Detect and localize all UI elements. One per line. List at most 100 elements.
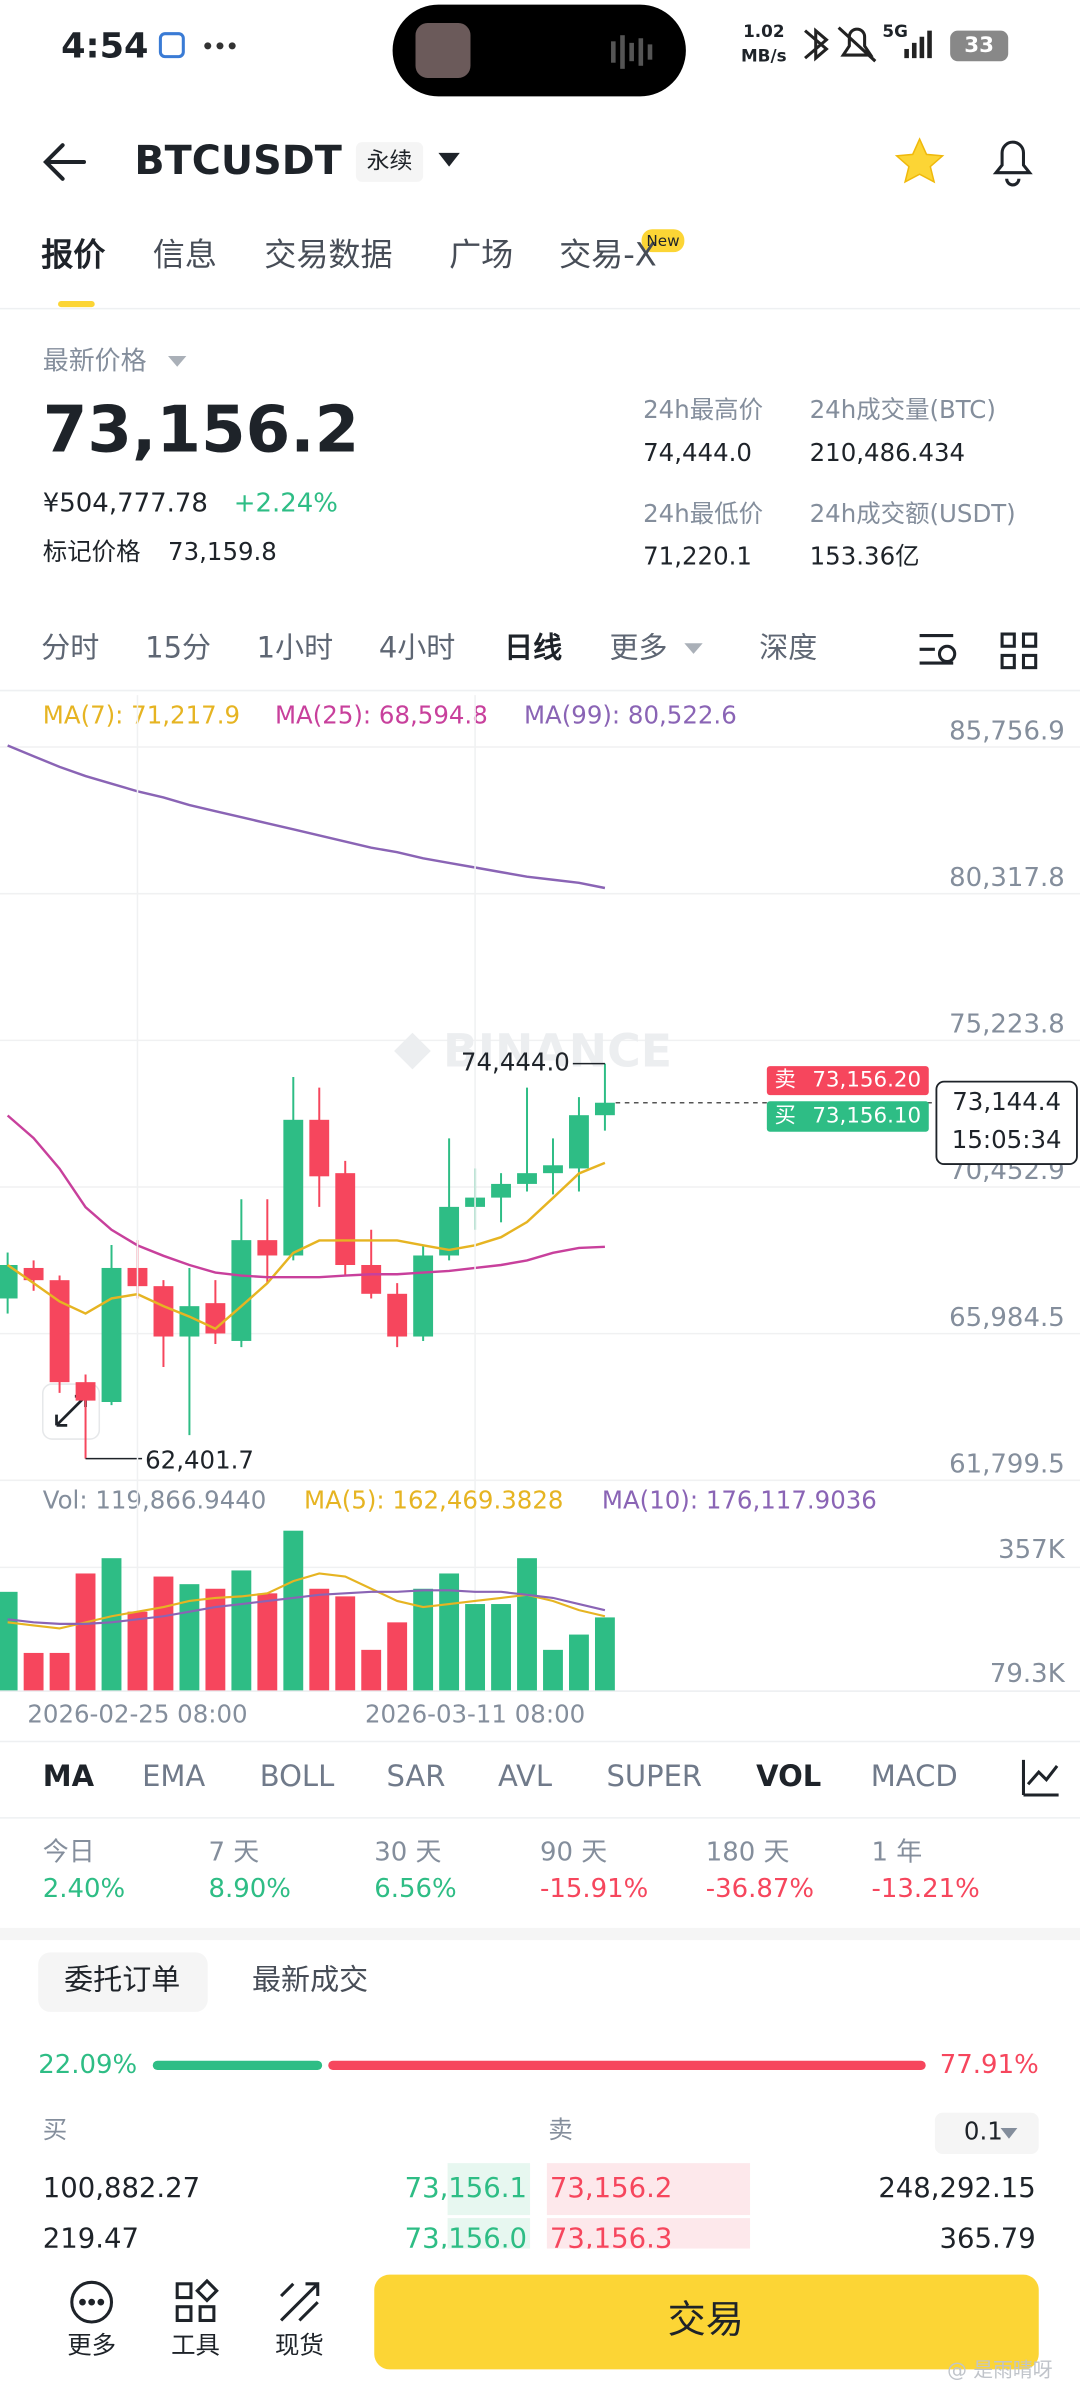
symbol-dropdown[interactable] — [438, 152, 460, 167]
trade-button-label[interactable]: 交易 — [668, 2299, 744, 2343]
mark-price-label: 标记价格 — [43, 537, 141, 566]
period-change: 6.56% — [374, 1874, 456, 1904]
stat-value: 210,486.434 — [810, 438, 965, 467]
bell-icon[interactable] — [992, 140, 1033, 187]
bid-price: 73,156.0 — [405, 2223, 527, 2255]
price-change: +2.24% — [234, 489, 338, 519]
candle-body — [335, 1173, 356, 1265]
y-tick-label: 79.3K — [990, 1659, 1066, 1689]
candle-body — [179, 1306, 200, 1337]
order-tab[interactable]: 最新成交 — [252, 1962, 368, 1996]
tab-underline — [58, 301, 95, 308]
stat-label: 24h成交额(USDT) — [810, 499, 1016, 528]
order-tab[interactable]: 委托订单 — [64, 1962, 180, 1996]
contract-badge — [355, 142, 424, 182]
stat-value: 74,444.0 — [643, 438, 752, 467]
interval[interactable]: 更多 — [610, 630, 668, 664]
indicator-settings-icon[interactable] — [1021, 1759, 1059, 1797]
y-tick-label: 357K — [998, 1535, 1066, 1565]
mark-price: 73,159.8 — [168, 537, 277, 566]
period-label: 今日 — [43, 1838, 95, 1868]
net-speed: 1.02 — [743, 21, 784, 41]
stat-label: 24h最高价 — [643, 395, 763, 424]
watermark-logo — [394, 1032, 431, 1070]
high-label: 74,444.0 — [461, 1048, 570, 1077]
chart-settings-icon[interactable] — [919, 634, 957, 665]
nav-label[interactable]: 现货 — [275, 2330, 324, 2359]
spot-icon[interactable] — [279, 2282, 320, 2322]
volume-bar — [594, 1617, 615, 1692]
battery-level: 33 — [964, 33, 994, 58]
signal-label: 5G — [882, 21, 907, 41]
ma-line — [6, 1114, 605, 1279]
price-dropdown[interactable] — [168, 356, 187, 367]
precision-bg[interactable] — [934, 2112, 1039, 2154]
indicator-tab[interactable]: AVL — [498, 1759, 553, 1793]
more-dropdown[interactable] — [684, 643, 703, 654]
precision-dropdown[interactable] — [1000, 2128, 1018, 2139]
volume-bar — [127, 1611, 148, 1692]
volume-ma-legend: MA(5): 162,469.3828 — [304, 1486, 563, 1515]
sell-ratio-bar — [328, 2060, 926, 2070]
interval[interactable]: 深度 — [759, 630, 817, 664]
favorite-star[interactable] — [894, 137, 945, 184]
nav-label[interactable]: 更多 — [67, 2330, 116, 2359]
volume-bar — [517, 1558, 537, 1692]
candle-body — [361, 1264, 382, 1294]
indicator-tab[interactable]: BOLL — [260, 1759, 335, 1793]
bid-badge — [766, 1101, 929, 1132]
tab[interactable]: 交易数据 — [264, 236, 392, 274]
period-label: 7 天 — [209, 1838, 260, 1868]
indicator-tab[interactable]: MA — [43, 1759, 95, 1793]
crosshair-time: 15:05:34 — [952, 1125, 1062, 1154]
nav-label[interactable]: 工具 — [171, 2330, 220, 2359]
ma-legend: MA(25): 68,594.8 — [275, 701, 488, 730]
volume-bar — [361, 1649, 382, 1692]
period-change: -13.21% — [871, 1874, 979, 1904]
stat-value: 153.36亿 — [810, 542, 920, 571]
layout-icon[interactable] — [1000, 632, 1038, 670]
cny-price: ¥504,777.78 — [43, 489, 208, 519]
interval[interactable]: 15分 — [145, 630, 211, 664]
media-thumbnail — [415, 22, 471, 78]
period-change: -15.91% — [540, 1874, 648, 1904]
contract-type: 永续 — [367, 149, 413, 175]
more-icon[interactable] — [70, 2280, 114, 2324]
bid-qty: 100,882.27 — [43, 2172, 200, 2204]
indicator-tab[interactable]: SAR — [386, 1759, 445, 1793]
bid-header: 买 — [43, 2115, 67, 2144]
back-button[interactable] — [43, 143, 87, 181]
volume-bar — [49, 1652, 70, 1692]
indicator-tab[interactable]: MACD — [871, 1759, 958, 1793]
tools-icon[interactable] — [175, 2278, 219, 2323]
volume-legend: Vol: 119,866.9440 — [43, 1486, 267, 1515]
app-icon — [158, 32, 185, 59]
interval[interactable]: 4小时 — [379, 630, 456, 664]
interval[interactable]: 分时 — [41, 630, 99, 664]
indicator-tab[interactable]: EMA — [142, 1759, 205, 1793]
indicator-tab[interactable]: SUPER — [606, 1759, 702, 1793]
ask-price: 73,156.3 — [550, 2223, 672, 2255]
net-unit: MB/s — [741, 46, 787, 66]
volume-bar — [309, 1588, 330, 1692]
interval[interactable]: 日线 — [504, 630, 562, 664]
tab[interactable]: 信息 — [153, 236, 217, 274]
sell-ratio: 77.91% — [940, 2050, 1039, 2080]
interval[interactable]: 1小时 — [257, 630, 334, 664]
mute-icon — [837, 26, 877, 63]
candle-body — [517, 1173, 537, 1184]
tab[interactable]: 报价 — [41, 236, 106, 274]
volume-bar — [205, 1588, 226, 1692]
tab[interactable]: 交易-X — [559, 236, 657, 274]
last-price: 73,156.2 — [43, 392, 360, 467]
tab[interactable]: 广场 — [449, 236, 513, 274]
candle-body — [283, 1119, 304, 1256]
candle-body — [543, 1165, 563, 1174]
trade-button[interactable] — [374, 2274, 1039, 2370]
indicator-tab[interactable]: VOL — [756, 1759, 821, 1793]
period-change: 2.40% — [43, 1874, 125, 1904]
precision[interactable]: 0.1 — [964, 2117, 1003, 2146]
clock: 4:54 — [61, 25, 148, 66]
candle-body — [75, 1382, 96, 1401]
